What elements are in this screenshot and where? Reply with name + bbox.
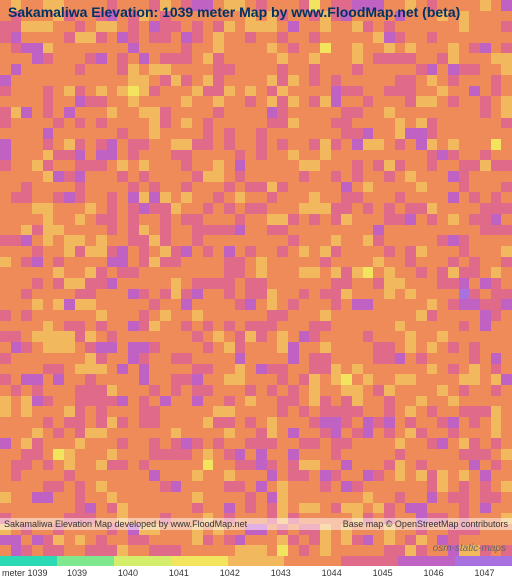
legend-value: 1042: [204, 568, 255, 578]
legend-value: 1045: [357, 568, 408, 578]
color-legend: meter 1039 10391040104110421043104410451…: [0, 556, 512, 582]
legend-color-segment: [398, 556, 455, 566]
map-footer: Sakamaliwa Elevation Map developed by ww…: [0, 518, 512, 530]
legend-value: 1047: [459, 568, 510, 578]
legend-color-segment: [171, 556, 228, 566]
legend-color-segment: [114, 556, 171, 566]
legend-value: 1039: [52, 568, 103, 578]
legend-value: 1041: [153, 568, 204, 578]
legend-color-segment: [455, 556, 512, 566]
legend-value: 1040: [102, 568, 153, 578]
legend-unit: meter 1039: [2, 568, 48, 578]
map-title: Sakamaliwa Elevation: 1039 meter Map by …: [8, 4, 460, 20]
legend-value: 1044: [306, 568, 357, 578]
legend-color-segment: [57, 556, 114, 566]
elevation-heatmap: osm-static-maps Sakamaliwa Elevation Map…: [0, 0, 512, 556]
legend-color-segment: [0, 556, 57, 566]
legend-value: 1046: [408, 568, 459, 578]
legend-color-segment: [341, 556, 398, 566]
legend-color-segment: [228, 556, 285, 566]
footer-left: Sakamaliwa Elevation Map developed by ww…: [4, 518, 247, 530]
legend-value: 1043: [255, 568, 306, 578]
legend-color-segment: [284, 556, 341, 566]
watermark-label: osm-static-maps: [433, 543, 506, 554]
footer-right: Base map © OpenStreetMap contributors: [343, 518, 508, 530]
